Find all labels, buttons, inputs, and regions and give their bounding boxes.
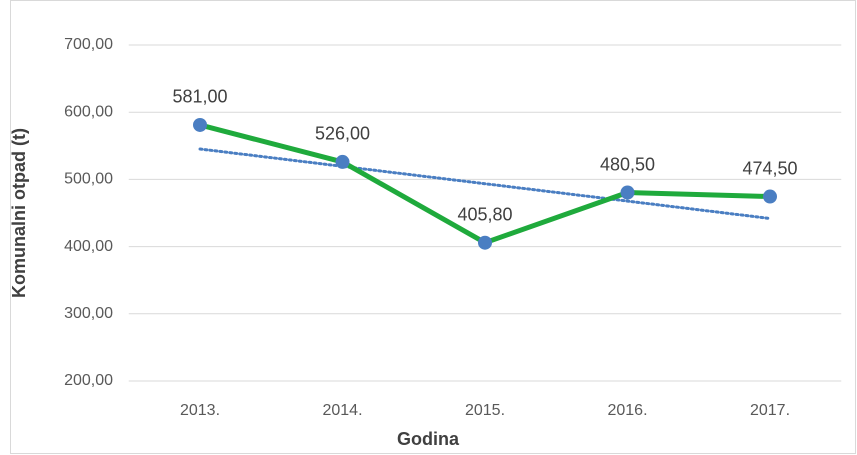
y-tick-label: 400,00 <box>64 238 113 255</box>
chart-frame <box>10 0 856 454</box>
y-axis-title: Komunalni otpad (t) <box>9 128 29 298</box>
x-tick-label: 2016. <box>607 402 647 419</box>
data-point <box>193 117 207 132</box>
trendline <box>198 147 772 220</box>
data-label: 480,50 <box>600 154 655 174</box>
data-point <box>335 154 350 169</box>
data-label: 405,80 <box>457 204 512 224</box>
y-tick-label: 500,00 <box>64 171 113 188</box>
x-axis-title: Godina <box>397 429 460 449</box>
data-point <box>620 185 635 200</box>
y-tick-label: 200,00 <box>64 372 113 389</box>
x-tick-label: 2017. <box>750 402 790 419</box>
data-label: 526,00 <box>315 124 370 144</box>
x-tick-label: 2015. <box>465 402 505 419</box>
data-point <box>478 235 492 250</box>
x-tick-label: 2014. <box>322 402 362 419</box>
data-point <box>763 189 777 204</box>
y-tick-label: 600,00 <box>64 103 113 120</box>
x-tick-label: 2013. <box>180 402 220 419</box>
y-tick-label: 300,00 <box>64 305 113 322</box>
data-label: 474,50 <box>742 158 797 178</box>
data-label: 581,00 <box>172 87 227 107</box>
y-tick-label: 700,00 <box>64 36 113 53</box>
